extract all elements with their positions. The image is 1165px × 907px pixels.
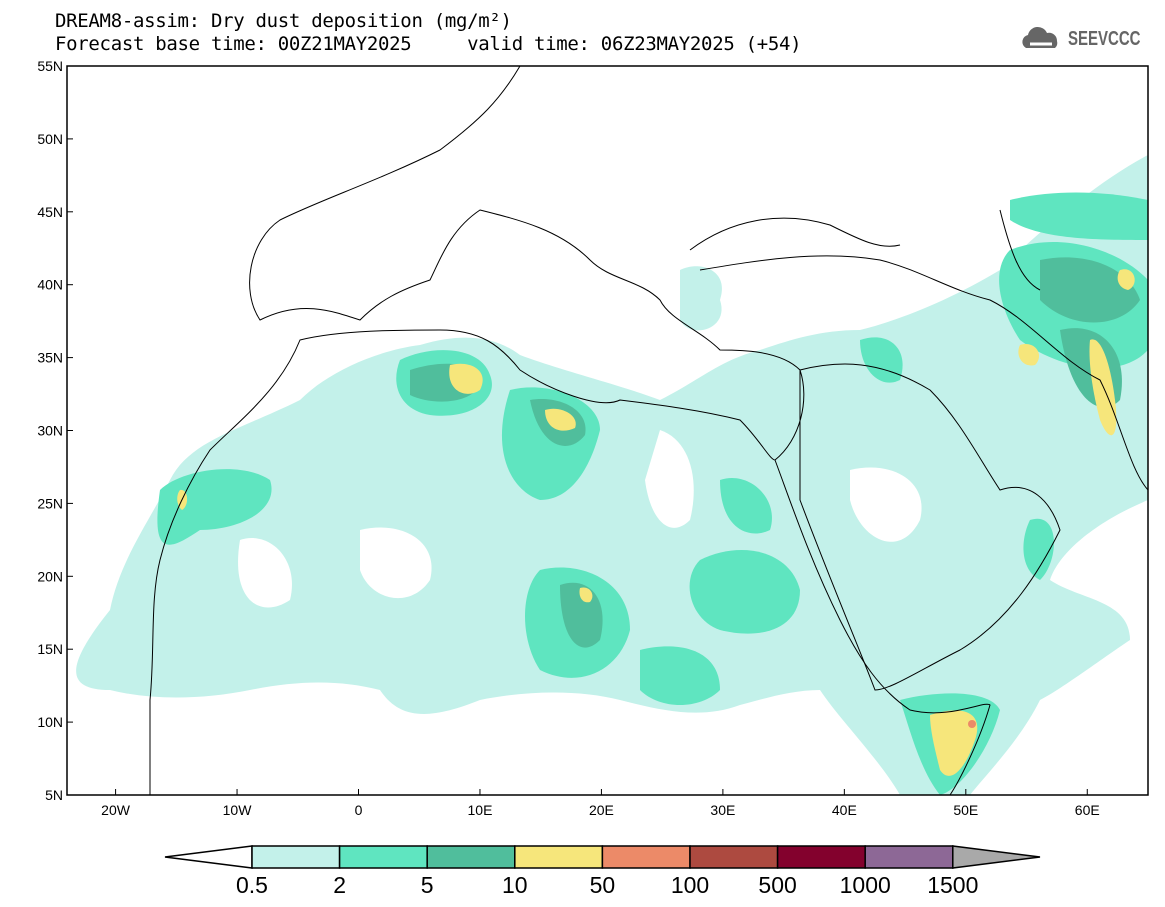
dust-contour-10-50 xyxy=(930,710,978,776)
lat-tick-label: 50N xyxy=(37,131,63,147)
lon-tick-label: 20W xyxy=(101,802,131,818)
coastlines xyxy=(149,65,1149,796)
colorbar-swatch xyxy=(864,845,954,869)
lon-tick-label: 20E xyxy=(589,802,614,818)
lon-tick-label: 10E xyxy=(468,802,493,818)
dust-contour-10-50 xyxy=(1117,269,1135,290)
colorbar: 0.5 2 5 10 50 100 500 1000 1500 xyxy=(164,845,1041,898)
logo-text: SEEVCCC xyxy=(1068,27,1141,50)
colorbar-label: 5 xyxy=(421,872,434,898)
colorbar-under-arrow xyxy=(164,845,253,869)
axis-ticks: 20W 10W 0 10E 20E 30E 40E 50E 60E 55N 50N 45N 40N 35N… xyxy=(37,58,1099,818)
dust-contour-2-5 xyxy=(1023,518,1054,580)
dust-field xyxy=(76,155,1148,795)
dust-contour-2-5 xyxy=(720,478,772,534)
dust-contour-2-5 xyxy=(640,646,720,705)
map-title: DREAM8-assim: Dry dust deposition (mg/m²… xyxy=(55,10,512,32)
lat-tick-label: 5N xyxy=(45,787,63,803)
colorbar-label: 100 xyxy=(671,872,709,898)
lat-tick-label: 25N xyxy=(37,495,63,511)
dust-contour-light xyxy=(76,155,1148,795)
lat-tick-label: 10N xyxy=(37,714,63,730)
cloud-icon xyxy=(1022,26,1058,48)
colorbar-label: 50 xyxy=(590,872,616,898)
colorbar-swatch xyxy=(338,845,428,869)
lon-tick-label: 10W xyxy=(223,802,253,818)
lon-tick-label: 50E xyxy=(953,802,978,818)
map-subtitle: Forecast base time: 00Z21MAY2025 valid t… xyxy=(55,33,802,55)
lat-tick-label: 20N xyxy=(37,568,63,584)
colorbar-label: 1500 xyxy=(927,872,978,898)
colorbar-label: 500 xyxy=(758,872,796,898)
dust-contour-5-10 xyxy=(560,582,603,648)
colorbar-swatch xyxy=(601,845,691,869)
dust-contour-light xyxy=(680,266,722,331)
lon-tick-label: 0 xyxy=(355,802,363,818)
colorbar-swatch xyxy=(514,845,604,869)
colorbar-label: 1000 xyxy=(840,872,891,898)
dust-contour-2-5 xyxy=(860,337,903,383)
dust-contour-2-5 xyxy=(157,469,272,545)
dust-contour-5-10 xyxy=(1040,257,1140,323)
dust-contour-10-50 xyxy=(449,363,483,394)
dust-contour-2-5 xyxy=(689,550,800,634)
colorbar-label: 2 xyxy=(333,872,346,898)
lon-tick-label: 40E xyxy=(832,802,857,818)
dust-contour-10-50 xyxy=(545,408,576,431)
lat-tick-label: 30N xyxy=(37,423,63,439)
lon-tick-label: 60E xyxy=(1075,802,1100,818)
colorbar-label: 0.5 xyxy=(236,872,268,898)
colorbar-swatch xyxy=(426,845,516,869)
lat-tick-label: 35N xyxy=(37,350,63,366)
seevccc-logo: SEEVCCC xyxy=(1018,26,1165,52)
colorbar-label: 10 xyxy=(502,872,528,898)
dust-contour-2-5 xyxy=(1010,192,1148,240)
colorbar-over-arrow xyxy=(952,845,1041,869)
dust-contour-10-50 xyxy=(1018,344,1040,366)
dust-contour-10-50 xyxy=(579,587,593,603)
lat-tick-label: 15N xyxy=(37,641,63,657)
dust-contour-10-50 xyxy=(1089,339,1117,436)
lat-tick-label: 45N xyxy=(37,204,63,220)
lat-tick-label: 40N xyxy=(37,277,63,293)
lat-tick-label: 55N xyxy=(37,58,63,74)
colorbar-swatch xyxy=(251,845,341,869)
colorbar-swatch xyxy=(689,845,779,869)
lon-tick-label: 30E xyxy=(710,802,735,818)
dust-contour-50-100 xyxy=(968,720,976,728)
colorbar-swatch xyxy=(776,845,866,869)
